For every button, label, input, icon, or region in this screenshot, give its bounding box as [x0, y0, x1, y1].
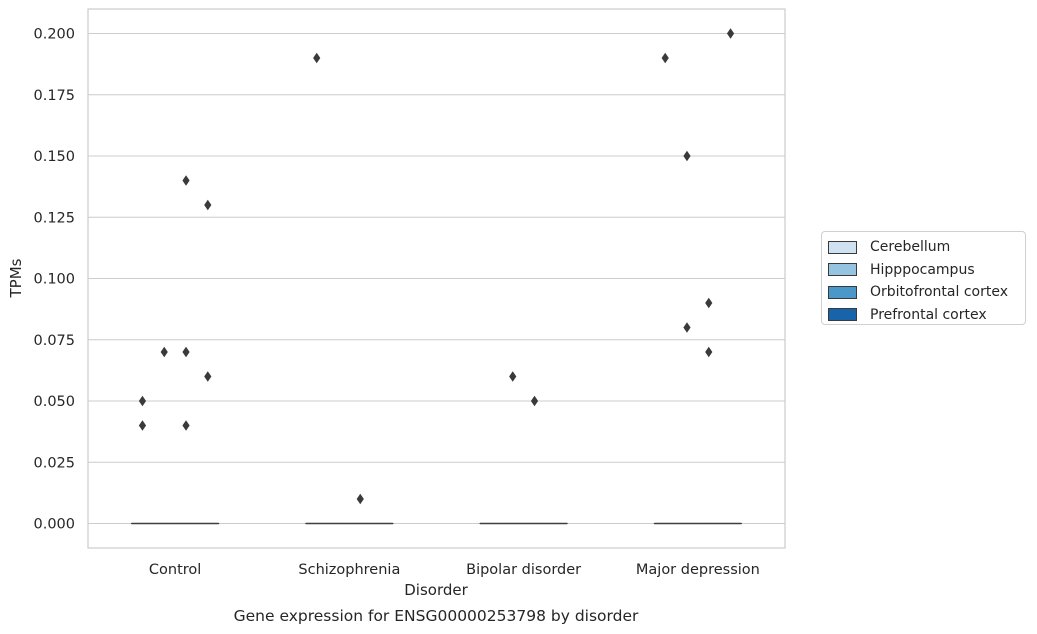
x-tick-label: Control: [149, 562, 201, 578]
outlier-point: [182, 346, 190, 358]
legend-item-orbitofrontal-cortex: Orbitofrontal cortex: [828, 281, 1025, 304]
y-tick-label: 0.025: [33, 455, 75, 471]
x-tick-labels: Control Schizophrenia Bipolar disorder Majo…: [149, 562, 760, 578]
legend-label: Hipppocampus: [870, 261, 975, 278]
outlier-point: [160, 346, 168, 358]
y-tick-label: 0.175: [33, 88, 75, 104]
outlier-point: [705, 346, 713, 358]
legend-item-prefrontal-cortex: Prefrontal cortex: [828, 304, 1025, 327]
outlier-point: [726, 28, 735, 39]
outlier-points: [138, 28, 735, 505]
outlier-point: [204, 371, 212, 382]
x-tick-label: Schizophrenia: [298, 562, 400, 578]
y-tick-label: 0.200: [33, 27, 75, 43]
y-tick-label: 0.000: [33, 517, 75, 533]
outlier-point: [509, 371, 517, 382]
x-tick-label: Bipolar disorder: [466, 562, 581, 578]
x-axis-title: Disorder: [404, 581, 468, 599]
legend-swatch: [828, 285, 857, 299]
y-tick-label: 0.150: [33, 149, 75, 165]
outlier-point: [138, 420, 147, 431]
outlier-point: [661, 52, 669, 64]
legend-swatch: [828, 308, 857, 322]
outlier-point: [182, 175, 190, 186]
x-tick-label: Major depression: [636, 562, 760, 578]
y-tick-label: 0.050: [33, 394, 75, 410]
legend-item-cerebellum: Cerebellum: [828, 236, 1025, 259]
y-tick-label: 0.075: [33, 333, 75, 349]
outlier-point: [182, 420, 190, 431]
legend-swatch: [828, 240, 857, 254]
outlier-point: [683, 150, 691, 162]
legend-label: Prefrontal cortex: [870, 306, 987, 323]
chart-title: Gene expression for ENSG00000253798 by d…: [233, 607, 639, 625]
outlier-point: [204, 199, 212, 211]
legend-label: Cerebellum: [870, 239, 951, 256]
outlier-point: [530, 395, 539, 407]
outlier-point: [138, 395, 147, 407]
outlier-point: [356, 493, 364, 505]
y-axis-title: TPMs: [7, 258, 25, 298]
y-tick-label: 0.100: [33, 272, 75, 288]
outlier-point: [313, 52, 321, 64]
y-tick-label: 0.125: [33, 210, 75, 226]
legend-item-hippocampus: Hipppocampus: [828, 259, 1025, 282]
outlier-point: [683, 322, 691, 333]
legend-swatch: [828, 263, 857, 277]
legend: Cerebellum Hipppocampus Orbitofrontal co…: [821, 231, 1026, 325]
outlier-point: [705, 297, 713, 309]
y-tick-labels: 0.000 0.025 0.050 0.075 0.100 0.125 0.150 0.175…: [33, 27, 75, 533]
legend-label: Orbitofrontal cortex: [870, 284, 1008, 301]
